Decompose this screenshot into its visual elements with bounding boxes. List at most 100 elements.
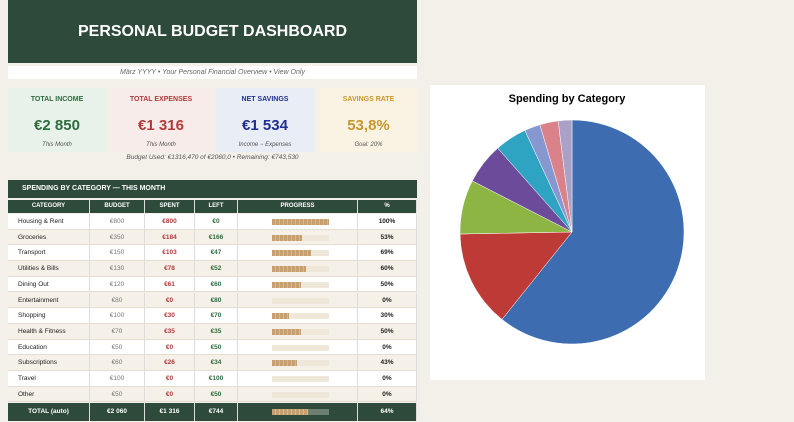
dashboard-title: PERSONAL BUDGET DASHBOARD [8, 0, 417, 63]
table-cell: €50 [90, 339, 145, 356]
table-cell: €35 [195, 323, 238, 340]
table-cell: Housing & Rent [8, 214, 90, 230]
table-cell: LEFT [195, 200, 238, 213]
pie-slice [459, 231, 573, 320]
table-cell: €1 316 [145, 403, 195, 422]
table-cell: €0 [145, 371, 195, 387]
table-cell: €70 [195, 308, 238, 324]
kpi-label: NET SAVINGS [241, 96, 289, 103]
table-cell: €800 [90, 214, 145, 230]
progress-track [272, 391, 329, 398]
kpi-card: TOTAL INCOME €2 850 This Month [8, 88, 106, 152]
table-cell: €100 [90, 371, 145, 387]
kpi-value: €1 534 [242, 117, 288, 134]
kpi-card: NET SAVINGS €1 534 Income − Expenses [216, 88, 314, 152]
table-cell: €80 [195, 292, 238, 309]
progress-fill [272, 266, 307, 273]
kpi-card: SAVINGS RATE 53,8% Goal: 20% [320, 88, 417, 152]
table-cell: €60 [90, 355, 145, 371]
table-cell: Groceries [8, 229, 90, 246]
table-cell: CATEGORY [8, 200, 90, 213]
table-cell: €35 [145, 323, 195, 340]
kpi-value: 53,8% [347, 117, 390, 134]
table-cell: €2 060 [90, 403, 145, 422]
table-cell: €60 [195, 276, 238, 293]
kpi-note: This Month [42, 142, 72, 148]
table-cell: 100% [358, 214, 417, 230]
table-cell: €80 [90, 292, 145, 309]
kpi-note: This Month [146, 142, 176, 148]
table-cell: €30 [145, 308, 195, 324]
progress-fill [272, 250, 312, 257]
progress-track [272, 328, 329, 335]
kpi-card: TOTAL EXPENSES €1 316 This Month [112, 88, 210, 152]
table-cell: €61 [145, 276, 195, 293]
table-cell: €0 [145, 386, 195, 403]
table-cell: TOTAL (auto) [8, 403, 90, 422]
progress-fill [272, 328, 301, 335]
table-cell: €70 [90, 323, 145, 340]
pie-slice [557, 119, 573, 233]
table-cell: 64% [358, 403, 417, 422]
budget-line: Budget Used: €1316,470 of €2060,0 • Rema… [126, 154, 299, 161]
table-cell: 30% [358, 308, 417, 324]
pie-chart: Spending by Category Housing & RentGroce… [430, 85, 705, 380]
subtitle: März YYYY • Your Personal Financial Over… [8, 66, 417, 79]
progress-fill [272, 313, 290, 320]
table-cell: €50 [90, 386, 145, 403]
table-cell: €26 [145, 355, 195, 371]
section-title: SPENDING BY CATEGORY — THIS MONTH [8, 180, 417, 198]
kpi-label: TOTAL EXPENSES [129, 96, 193, 103]
table-cell: 0% [358, 386, 417, 403]
table-cell: Transport [8, 245, 90, 262]
table-cell: €103 [145, 245, 195, 262]
table-cell: €0 [145, 292, 195, 309]
progress-fill [272, 219, 329, 225]
table-cell: €184 [145, 229, 195, 246]
progress-track [272, 313, 329, 320]
table-cell: €100 [90, 308, 145, 324]
table-cell: 53% [358, 229, 417, 246]
table-cell: €47 [195, 245, 238, 262]
table-cell: 50% [358, 323, 417, 340]
progress-fill [272, 234, 303, 241]
table-cell: BUDGET [90, 200, 145, 213]
table-cell: €50 [195, 339, 238, 356]
table-cell: 0% [358, 339, 417, 356]
kpi-label: SAVINGS RATE [342, 96, 395, 103]
kpi-value: €2 850 [34, 117, 80, 134]
table-cell: €166 [195, 229, 238, 246]
progress-track [272, 376, 329, 382]
table-cell: 0% [358, 371, 417, 387]
table-cell: 43% [358, 355, 417, 371]
progress-fill [272, 360, 297, 367]
kpi-note: Goal: 20% [354, 142, 383, 148]
kpi-value: €1 316 [138, 117, 184, 134]
table-cell: Health & Fitness [8, 323, 90, 340]
table-cell: €350 [90, 229, 145, 246]
table-cell: Utilities & Bills [8, 261, 90, 277]
table-cell: 60% [358, 261, 417, 277]
kpi-note: Income − Expenses [238, 142, 292, 148]
table-cell: Education [8, 339, 90, 356]
kpi-label: TOTAL INCOME [30, 96, 84, 103]
table-cell: €130 [90, 261, 145, 277]
table-cell: €150 [90, 245, 145, 262]
table-cell: Entertainment [8, 292, 90, 309]
table-cell: Dining Out [8, 276, 90, 293]
table-cell: 50% [358, 276, 417, 293]
table-cell: PROGRESS [238, 200, 358, 213]
table-cell: Shopping [8, 308, 90, 324]
progress-track [272, 344, 329, 351]
progress-fill [272, 281, 301, 288]
table-cell: €52 [195, 261, 238, 277]
chart-title: Spending by Category [509, 93, 627, 105]
table-cell: Other [8, 386, 90, 403]
table-cell: €78 [145, 261, 195, 277]
progress-track [272, 281, 329, 288]
table-cell: €0 [145, 339, 195, 356]
table-cell: 69% [358, 245, 417, 262]
table-cell: €0 [195, 214, 238, 230]
table-cell: Subscriptions [8, 355, 90, 371]
